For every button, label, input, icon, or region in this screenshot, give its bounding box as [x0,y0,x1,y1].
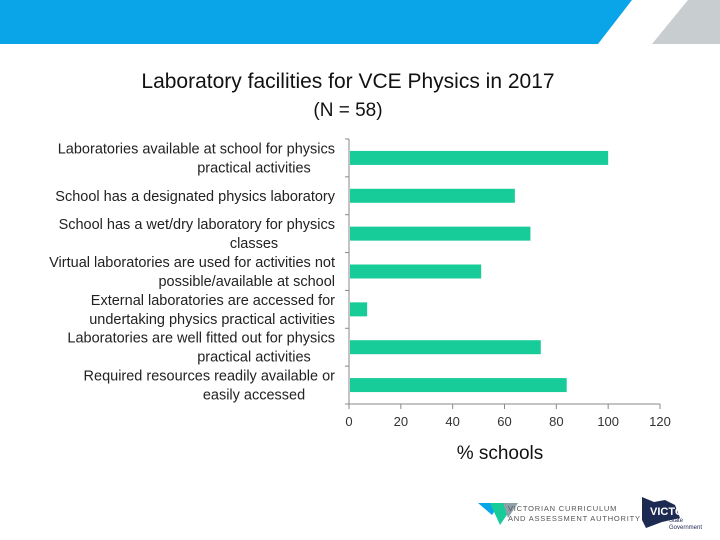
category-label: undertaking physics practical activities [89,312,335,328]
vcaa-name-line1: VICTORIAN CURRICULUM [508,504,617,513]
x-axis-label: % schools [456,443,544,464]
bar [350,302,368,317]
category-label: easily accessed [203,388,305,404]
victoria-wordmark: VICTORIA [650,506,702,518]
victoria-map-icon [642,497,680,528]
category-label: School has a wet/dry laboratory for phys… [59,217,335,233]
banner-grey-stripe [652,0,720,44]
x-tick-label: 80 [549,414,563,429]
bar [350,264,482,279]
category-label: Laboratories available at school for phy… [58,141,335,157]
category-label: School has a designated physics laborato… [55,189,335,205]
category-label: practical activities [197,160,311,176]
chart-title: Laboratory facilities for VCE Physics in… [141,70,555,93]
header-banner [0,0,720,44]
vcaa-logo-icon [478,503,518,525]
category-label: Required resources readily available or [84,369,336,385]
bar [350,188,515,203]
banner-blue-stripe [0,0,632,44]
x-tick-label: 20 [394,414,408,429]
category-label: External laboratories are accessed for [91,293,335,309]
category-label: possible/available at school [158,274,335,290]
x-tick-label: 40 [445,414,459,429]
category-label: Laboratories are well fitted out for phy… [67,331,335,347]
category-label: classes [230,236,278,252]
bar [350,226,531,241]
chart-subtitle: (N = 58) [313,100,383,121]
bar [350,340,541,355]
x-tick-label: 120 [649,414,671,429]
bar [350,150,609,165]
vcaa-name-line2: AND ASSESSMENT AUTHORITY [508,514,641,523]
category-label: Virtual laboratories are used for activi… [49,255,335,271]
x-tick-label: 100 [597,414,619,429]
victoria-government: Government [669,525,702,531]
bar [350,378,567,393]
x-tick-label: 0 [345,414,352,429]
footer-logos: VICTORIAN CURRICULUM AND ASSESSMENT AUTH… [478,497,702,531]
x-tick-label: 60 [497,414,511,429]
victoria-state: State [669,518,684,524]
category-label: practical activities [197,350,311,366]
